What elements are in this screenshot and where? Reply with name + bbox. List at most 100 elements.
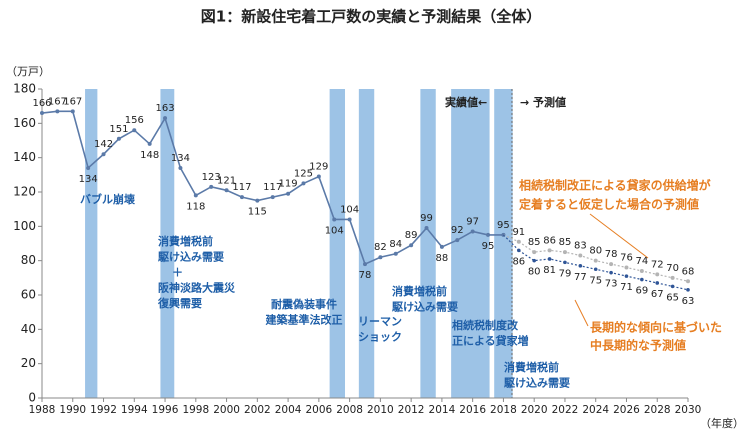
y-axis-label: （万戸） (6, 65, 50, 78)
annotation: 定着すると仮定した場合の予測値 (519, 197, 699, 212)
x-tick-label: 2020 (521, 404, 548, 416)
series-line (518, 249, 689, 291)
data-label: 80 (589, 246, 602, 257)
data-label: 118 (186, 201, 205, 212)
point (224, 188, 229, 193)
point (563, 260, 567, 265)
y-tick-label: 160 (13, 116, 36, 130)
point (470, 229, 475, 234)
point (624, 274, 629, 278)
annotation: 消費増税前 (158, 234, 213, 248)
point (86, 165, 91, 170)
data-label: 84 (389, 239, 402, 250)
point (639, 268, 644, 273)
shaded-period (160, 89, 175, 398)
y-tick-label: 40 (21, 322, 36, 336)
x-tick-label: 2028 (644, 404, 671, 416)
data-label: 65 (666, 292, 679, 303)
point (547, 248, 552, 253)
data-label: 83 (574, 241, 587, 252)
point (286, 191, 291, 196)
data-label: 104 (340, 204, 359, 215)
x-tick-label: 2004 (275, 404, 302, 416)
data-label: 79 (559, 268, 572, 279)
data-label: 151 (109, 124, 128, 135)
point (578, 253, 583, 258)
point (532, 258, 536, 263)
data-label: 80 (528, 267, 541, 278)
point (624, 265, 629, 270)
point (686, 288, 690, 292)
data-label: 167 (48, 96, 67, 107)
shaded-period (451, 89, 490, 398)
data-label: 142 (94, 139, 113, 150)
point (209, 184, 214, 189)
data-label: 121 (217, 175, 236, 186)
data-label: 77 (574, 272, 587, 283)
annotation: 耐震偽装事件 (271, 297, 337, 311)
shaded-period (85, 89, 98, 398)
chart-title: 図1：新設住宅着工戸数の実績と予測結果（全体） (201, 8, 541, 26)
point (670, 275, 675, 280)
point (455, 238, 460, 243)
x-tick-label: 2002 (244, 404, 271, 416)
data-label: 85 (528, 237, 541, 248)
data-label: 134 (171, 153, 190, 164)
data-label: 119 (279, 179, 298, 190)
point (486, 232, 491, 237)
y-tick-label: 180 (13, 82, 36, 96)
data-label: 89 (405, 230, 418, 241)
background-layer (85, 89, 513, 398)
shaded-period (329, 89, 346, 398)
leader-line (574, 299, 589, 327)
data-label: 73 (605, 279, 618, 290)
annotation: → 予測値 (520, 95, 566, 109)
point (516, 239, 521, 244)
point (439, 244, 444, 249)
point (578, 264, 583, 268)
annotation: 駆け込み需要 (158, 250, 224, 264)
point (116, 136, 121, 141)
point (101, 152, 106, 157)
data-label: 67 (651, 289, 664, 300)
x-tick-label: 2012 (398, 404, 425, 416)
data-label: 104 (325, 225, 344, 236)
point (178, 165, 183, 170)
data-label: 134 (79, 174, 98, 185)
annotation: 建築基準法改正 (266, 313, 343, 327)
data-label: 167 (63, 96, 82, 107)
point (547, 257, 552, 261)
point (655, 281, 660, 285)
x-tick-label: 2022 (552, 404, 579, 416)
data-label: 74 (635, 256, 648, 267)
point (393, 251, 398, 256)
point (270, 195, 275, 200)
data-label: 99 (420, 213, 433, 224)
y-tick-label: 100 (13, 219, 36, 233)
connector (503, 234, 520, 243)
x-tick-label: 2024 (582, 404, 609, 416)
point (163, 116, 168, 121)
annotation: 駆け込み需要 (504, 376, 570, 390)
data-label: 163 (156, 103, 175, 114)
annotation: 駆け込み需要 (392, 300, 458, 314)
x-tick-label: 2016 (459, 404, 486, 416)
annotation: 消費増税前 (504, 360, 559, 374)
data-label: 97 (466, 216, 479, 227)
leader-line (589, 213, 649, 259)
data-label: 123 (202, 172, 221, 183)
annotation: 阪神淡路大震災 (158, 281, 236, 295)
point (640, 277, 644, 282)
y-tick-label: 20 (21, 356, 36, 370)
point (193, 193, 198, 198)
data-label: 85 (559, 237, 572, 248)
annotation: 相続税制度改 (452, 318, 519, 332)
annotation: 正による貸家増 (452, 334, 529, 348)
x-tick-label: 2030 (675, 404, 702, 416)
point (609, 270, 613, 275)
data-label: 88 (436, 253, 449, 264)
annotation: 実績値← (445, 95, 487, 109)
x-tick-label: 1990 (59, 404, 86, 416)
x-tick-label: 2026 (613, 404, 640, 416)
point (424, 226, 429, 231)
